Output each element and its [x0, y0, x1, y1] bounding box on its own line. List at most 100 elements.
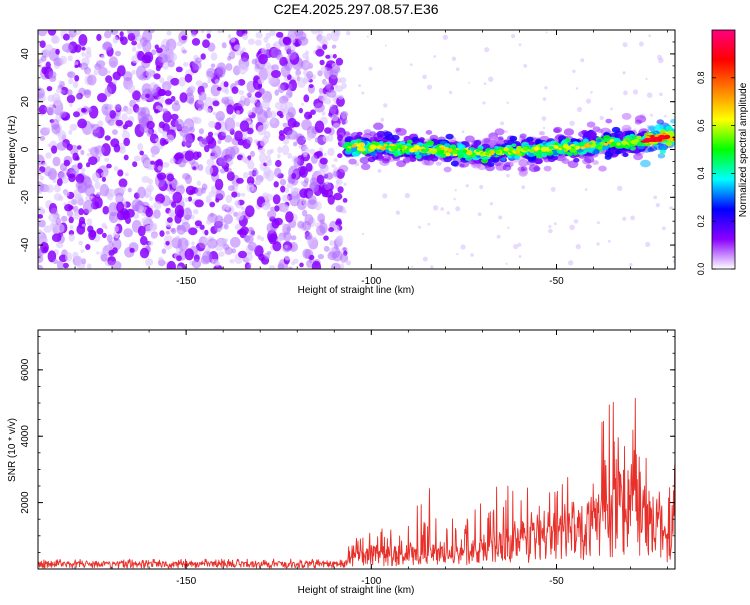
noise-speckle [202, 39, 210, 49]
noise-speckle [290, 37, 296, 44]
noise-speckle [272, 43, 278, 47]
colorbar-label: Normalized spectral amplitude [738, 82, 749, 217]
faint-speckle [366, 35, 369, 38]
noise-speckle [153, 73, 161, 80]
faint-speckle [377, 168, 382, 173]
noise-speckle [176, 265, 183, 269]
noise-speckle [274, 167, 282, 178]
noise-speckle [166, 217, 173, 223]
noise-speckle [271, 218, 280, 229]
noise-speckle [269, 30, 276, 37]
noise-speckle [279, 56, 288, 67]
faint-speckle [440, 207, 445, 211]
noise-speckle [60, 111, 67, 118]
noise-speckle [157, 172, 167, 181]
snr-y-ticks: 2000 4000 6000 [20, 336, 675, 570]
faint-speckle [575, 87, 579, 90]
faint-speckle [382, 193, 388, 199]
faint-speckle [433, 55, 437, 58]
spectrogram-y-tick-label: 0 [20, 146, 31, 152]
noise-speckle [44, 238, 49, 244]
snr-panel: -150 -100 -50 2000 4000 6000 Height of strai… [7, 329, 676, 596]
faint-speckle [442, 34, 448, 40]
faint-speckle [646, 92, 653, 98]
noise-speckle [154, 109, 159, 114]
noise-speckle [298, 144, 302, 149]
signal-cell [586, 121, 596, 128]
noise-speckle [223, 204, 230, 210]
noise-speckle [146, 184, 154, 193]
noise-speckle [276, 31, 284, 38]
noise-speckle [291, 172, 297, 180]
noise-speckle [277, 146, 283, 154]
snr-y-tick-label: 2000 [20, 491, 31, 514]
signal-cell [556, 154, 567, 162]
noise-speckle [96, 251, 100, 255]
noise-speckle [62, 262, 69, 269]
noise-speckle [153, 201, 162, 210]
signal-cell [359, 156, 370, 164]
noise-speckle [217, 156, 228, 166]
signal-cell [359, 147, 366, 152]
noise-speckle [74, 194, 84, 205]
noise-speckle [324, 97, 332, 105]
noise-speckle [125, 107, 133, 115]
noise-speckle [81, 51, 86, 57]
snr-y-label: SNR (10 * v/v) [7, 418, 18, 482]
noise-speckle [327, 147, 335, 157]
signal-cell [420, 148, 426, 153]
noise-speckle [246, 136, 253, 144]
faint-speckle [422, 256, 428, 262]
noise-speckle [302, 209, 308, 217]
noise-speckle [200, 53, 206, 60]
noise-speckle [333, 192, 343, 201]
snr-x-tick-label: -100 [361, 576, 381, 587]
noise-speckle [163, 85, 169, 91]
noise-speckle [305, 61, 313, 68]
signal-cell [502, 164, 512, 171]
faint-speckle [427, 222, 431, 226]
signal-cell [529, 149, 535, 153]
noise-speckle [240, 226, 249, 236]
signal-cell [629, 146, 636, 151]
noise-speckle [81, 167, 86, 173]
noise-speckle [337, 94, 344, 100]
faint-speckle [513, 244, 519, 250]
faint-speckle [569, 120, 575, 127]
noise-speckle [200, 30, 205, 34]
noise-speckle [170, 113, 179, 121]
noise-speckle [192, 60, 202, 71]
signal-cell [597, 146, 603, 150]
noise-speckle [84, 51, 92, 59]
noise-speckle [118, 186, 126, 193]
noise-speckle [157, 165, 163, 171]
noise-speckle [69, 102, 73, 108]
noise-speckle [268, 265, 276, 269]
noise-speckle [155, 138, 160, 143]
spectrogram-y-tick-label: -40 [20, 237, 31, 252]
noise-speckle [158, 89, 167, 96]
noise-speckle [158, 256, 164, 261]
snr-y-tick-label: 4000 [20, 425, 31, 448]
spectrogram-panel: -150 -100 -50 -40 -20 0 20 40 Height of straig… [7, 29, 676, 296]
noise-speckle [51, 233, 62, 242]
noise-speckle [316, 174, 325, 185]
noise-speckle [226, 104, 234, 115]
signal-cell [647, 147, 655, 153]
noise-speckle [297, 220, 305, 229]
noise-speckle [281, 144, 290, 156]
signal-cell [373, 122, 384, 130]
noise-speckle [150, 145, 160, 155]
noise-speckle [96, 227, 104, 235]
noise-speckle [51, 145, 58, 154]
noise-speckle [151, 153, 155, 157]
noise-speckle [111, 260, 122, 269]
noise-speckle [92, 129, 101, 138]
faint-speckle [411, 265, 414, 268]
signal-cell [348, 158, 357, 165]
noise-speckle [77, 145, 82, 150]
noise-speckle [89, 128, 94, 134]
faint-speckle [629, 262, 633, 267]
signal-cell [362, 151, 367, 155]
noise-speckle [141, 217, 150, 225]
